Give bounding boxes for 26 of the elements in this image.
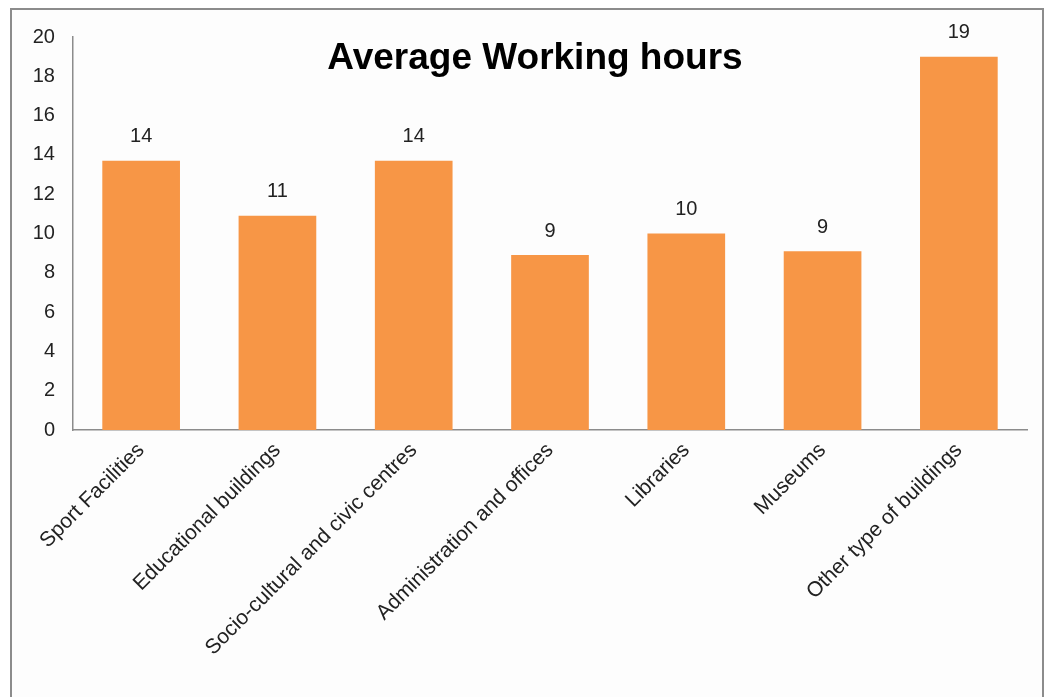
y-tick-label: 2 (43, 378, 55, 401)
bar (783, 251, 862, 430)
data-label: 9 (817, 214, 829, 237)
data-label: 14 (402, 124, 425, 147)
bar (374, 160, 453, 430)
y-tick-label: 4 (43, 338, 55, 361)
data-label: 19 (947, 20, 970, 43)
bar (920, 56, 998, 430)
bar (647, 233, 726, 430)
bar (102, 160, 180, 430)
y-tick-label: 16 (32, 103, 55, 126)
y-tick-label: 14 (32, 142, 55, 165)
y-tick-label: 18 (32, 63, 55, 86)
bar (238, 215, 317, 430)
chart-title: Average Working hours (327, 36, 743, 78)
data-label: 10 (675, 197, 698, 220)
data-label: 11 (267, 179, 288, 202)
data-label: 14 (130, 124, 153, 147)
y-tick-label: 12 (32, 181, 55, 204)
data-label: 9 (544, 218, 556, 241)
y-tick-label: 20 (32, 24, 55, 47)
bar (511, 255, 589, 430)
y-tick-label: 8 (43, 260, 55, 283)
y-tick-label: 6 (43, 299, 55, 322)
y-tick-label: 0 (43, 417, 55, 440)
y-tick-label: 10 (32, 221, 55, 244)
